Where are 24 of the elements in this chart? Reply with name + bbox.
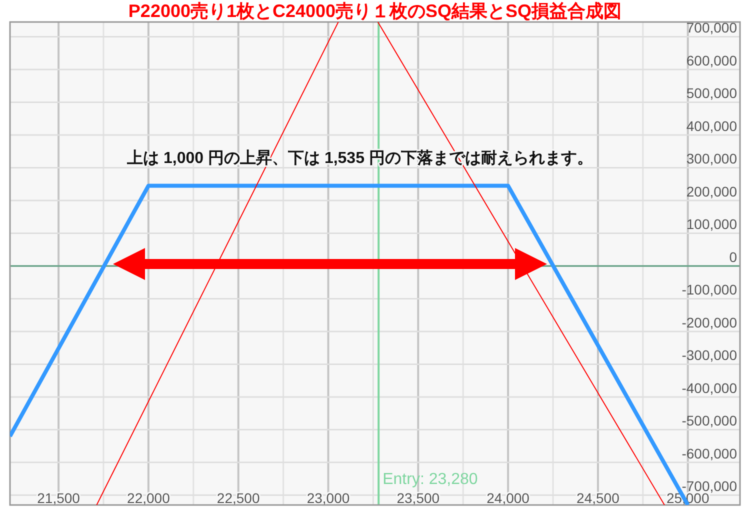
y-tick-label: 200,000 [686, 183, 738, 200]
x-tick-label: 24,500 [576, 490, 620, 506]
x-tick-label: 23,500 [396, 490, 440, 506]
chart-title: P22000売り1枚とC24000売り１枚のSQ結果とSQ損益合成図 [128, 1, 622, 21]
y-tick-label: -700,000 [682, 478, 738, 494]
y-tick-label: 400,000 [686, 118, 738, 134]
y-tick-label: 600,000 [686, 52, 738, 68]
y-tick-label: -500,000 [682, 412, 738, 429]
x-tick-label: 23,000 [306, 490, 350, 506]
x-tick-label: 24,000 [486, 490, 530, 506]
ref-line-label: Entry: 23,280 [382, 471, 478, 488]
y-tick-label: 700,000 [686, 20, 738, 36]
y-tick-label: 300,000 [686, 150, 738, 167]
x-tick-label: 21,500 [37, 490, 80, 506]
y-tick-label: 500,000 [686, 85, 738, 102]
x-tick-label: 22,500 [216, 490, 260, 506]
y-tick-label: -100,000 [682, 282, 738, 298]
y-tick-label: 0 [729, 248, 738, 265]
y-tick-label: -600,000 [682, 445, 738, 462]
y-tick-label: -200,000 [682, 314, 738, 330]
y-tick-label: 100,000 [686, 216, 738, 232]
y-tick-label: -400,000 [682, 380, 738, 396]
y-tick-label: -300,000 [682, 347, 738, 364]
x-tick-label: 22,000 [127, 490, 170, 506]
